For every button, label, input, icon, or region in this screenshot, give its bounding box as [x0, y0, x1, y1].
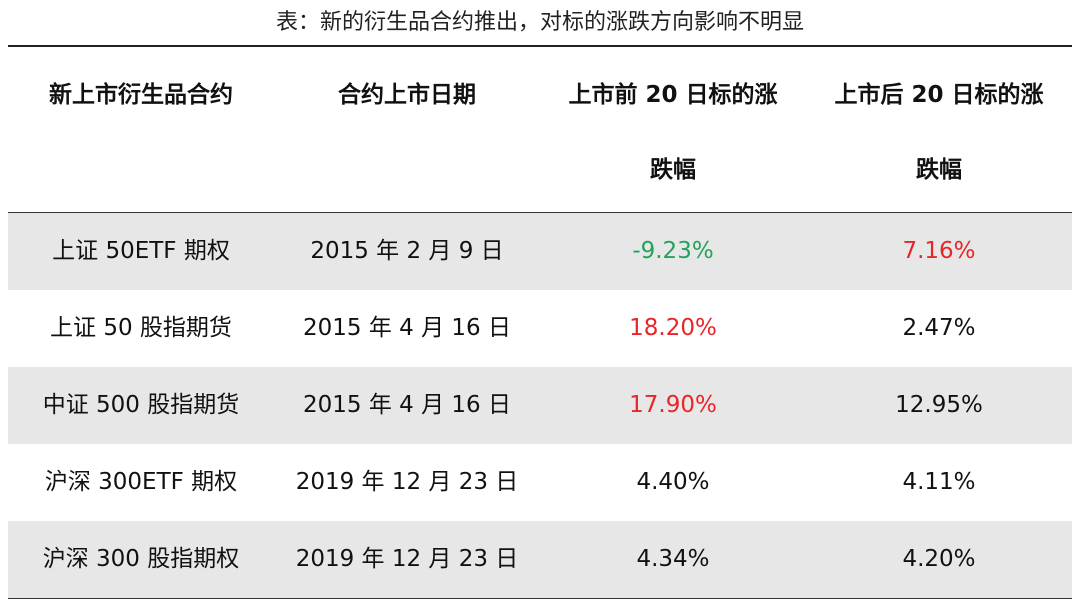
- header-before-line1: 上市前 20 日标的涨: [568, 82, 778, 108]
- header-contract: 新上市衍生品合约: [8, 47, 274, 212]
- bottom-rule: [8, 598, 1072, 599]
- table-row: 上证 50ETF 期权 2015 年 2 月 9 日 -9.23% 7.16%: [8, 213, 1072, 290]
- header-contract-line1: 新上市衍生品合约: [49, 82, 233, 108]
- table-row: 上证 50 股指期货 2015 年 4 月 16 日 18.20% 2.47%: [8, 290, 1072, 367]
- cell-date: 2019 年 12 月 23 日: [295, 469, 519, 495]
- cell-date: 2015 年 4 月 16 日: [303, 315, 511, 341]
- table-caption: 表：新的衍生品合约推出，对标的涨跌方向影响不明显: [275, 10, 804, 35]
- cell-contract: 沪深 300 股指期权: [42, 546, 240, 572]
- cell-after-change: 12.95%: [895, 392, 983, 418]
- table-row: 中证 500 股指期货 2015 年 4 月 16 日 17.90% 12.95…: [8, 367, 1072, 444]
- cell-after-change: 2.47%: [902, 315, 976, 341]
- cell-contract: 上证 50ETF 期权: [52, 238, 230, 264]
- header-after-line2: 跌幅: [916, 157, 962, 183]
- cell-date: 2015 年 2 月 9 日: [310, 238, 504, 264]
- cell-contract: 沪深 300ETF 期权: [44, 469, 238, 495]
- header-date-line1: 合约上市日期: [338, 82, 476, 108]
- header-after-line1: 上市后 20 日标的涨: [834, 82, 1044, 108]
- header-before-change: 上市前 20 日标的涨 跌幅: [540, 47, 806, 212]
- header-after-change: 上市后 20 日标的涨 跌幅: [806, 47, 1072, 212]
- cell-before-change: 4.34%: [636, 546, 710, 572]
- cell-contract: 上证 50 股指期货: [50, 315, 232, 341]
- cell-contract: 中证 500 股指期货: [42, 392, 240, 418]
- cell-before-change: 17.90%: [629, 392, 717, 418]
- top-rule: [8, 45, 1072, 47]
- table-row: 沪深 300 股指期权 2019 年 12 月 23 日 4.34% 4.20%: [8, 521, 1072, 598]
- header-date: 合约上市日期: [274, 47, 540, 212]
- cell-date: 2015 年 4 月 16 日: [303, 392, 511, 418]
- cell-before-change: 4.40%: [636, 469, 710, 495]
- header-before-line2: 跌幅: [650, 157, 696, 183]
- cell-before-change: 18.20%: [629, 315, 717, 341]
- table-row: 沪深 300ETF 期权 2019 年 12 月 23 日 4.40% 4.11…: [8, 444, 1072, 521]
- cell-before-change: -9.23%: [632, 238, 714, 264]
- table-header: 新上市衍生品合约 合约上市日期 上市前 20 日标的涨 跌幅 上市后 20 日标…: [8, 47, 1072, 213]
- cell-date: 2019 年 12 月 23 日: [295, 546, 519, 572]
- cell-after-change: 4.20%: [902, 546, 976, 572]
- cell-after-change: 4.11%: [902, 469, 976, 495]
- cell-after-change: 7.16%: [902, 238, 976, 264]
- derivatives-table: 新上市衍生品合约 合约上市日期 上市前 20 日标的涨 跌幅 上市后 20 日标…: [8, 45, 1072, 599]
